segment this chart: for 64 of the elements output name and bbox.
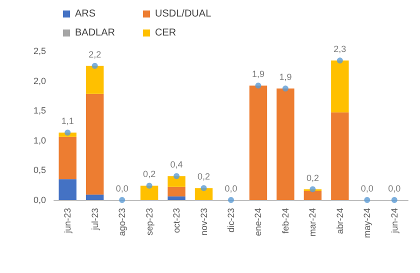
bar bbox=[140, 186, 158, 200]
bar bbox=[249, 86, 268, 200]
data-label: 0,0 bbox=[224, 184, 238, 194]
point bbox=[336, 58, 343, 64]
data-label: 1,9 bbox=[252, 69, 264, 80]
x-tick-label: jul-23 bbox=[90, 208, 100, 232]
y-tick-label: 2,5 bbox=[33, 46, 46, 56]
bar bbox=[168, 186, 186, 196]
data-label: 1,1 bbox=[61, 116, 74, 126]
x-tick-label: abr-24 bbox=[334, 208, 345, 234]
x-tick-label: may-24 bbox=[362, 208, 372, 238]
x-tick-label: oct-23 bbox=[172, 208, 182, 234]
bar bbox=[331, 112, 349, 200]
point bbox=[174, 173, 180, 180]
bar bbox=[168, 176, 186, 187]
point bbox=[200, 185, 207, 192]
data-label: 1,9 bbox=[279, 72, 292, 82]
bar bbox=[276, 88, 294, 200]
point bbox=[92, 62, 98, 69]
x-tick-label: sep-23 bbox=[144, 208, 154, 236]
x-tick-label: feb-24 bbox=[280, 208, 290, 234]
point bbox=[310, 186, 316, 192]
bar bbox=[86, 94, 104, 195]
x-tick-label: ago-23 bbox=[117, 208, 128, 236]
legend-label: ARS bbox=[75, 8, 96, 20]
x-tick-label: ene-24 bbox=[253, 208, 264, 236]
x-tick-label: jun-24 bbox=[389, 208, 400, 234]
x-tick-label: mar-24 bbox=[308, 208, 318, 237]
point bbox=[228, 197, 234, 203]
x-tick-label: dic-23 bbox=[226, 208, 236, 233]
point bbox=[282, 86, 288, 92]
bar bbox=[304, 191, 322, 200]
data-label: 0,0 bbox=[360, 184, 374, 194]
bar bbox=[194, 188, 213, 200]
legend-label: BADLAR bbox=[75, 28, 116, 38]
data-label: 2,2 bbox=[88, 49, 102, 60]
bar bbox=[58, 136, 76, 180]
point bbox=[391, 197, 398, 203]
y-tick-label: 0,5 bbox=[33, 165, 46, 176]
point bbox=[255, 82, 262, 89]
y-tick-label: 0,0 bbox=[33, 195, 46, 205]
data-label: 0,2 bbox=[143, 169, 156, 180]
legend-label: USDL/DUAL bbox=[155, 8, 212, 20]
point bbox=[64, 130, 71, 136]
x-tick-label: nov-23 bbox=[198, 208, 209, 236]
data-label: 0,2 bbox=[198, 172, 210, 182]
y-tick-label: 1,5 bbox=[33, 106, 46, 116]
y-tick-label: 2,0 bbox=[33, 76, 46, 86]
legend-label: CER bbox=[155, 28, 176, 38]
data-label: 0,2 bbox=[306, 172, 319, 183]
point bbox=[146, 182, 152, 189]
data-label: 2,3 bbox=[334, 44, 346, 54]
data-label: 0,0 bbox=[388, 184, 401, 194]
bar bbox=[168, 196, 186, 200]
y-tick-label: 1,0 bbox=[33, 135, 46, 146]
data-label: 0,0 bbox=[116, 184, 128, 194]
bar bbox=[86, 194, 104, 200]
data-label: 0,4 bbox=[170, 160, 183, 170]
point bbox=[364, 197, 370, 203]
bar bbox=[86, 66, 104, 94]
x-tick-label: jun-23 bbox=[62, 208, 73, 234]
bar bbox=[331, 60, 349, 112]
point bbox=[119, 197, 126, 203]
bar bbox=[58, 179, 76, 200]
